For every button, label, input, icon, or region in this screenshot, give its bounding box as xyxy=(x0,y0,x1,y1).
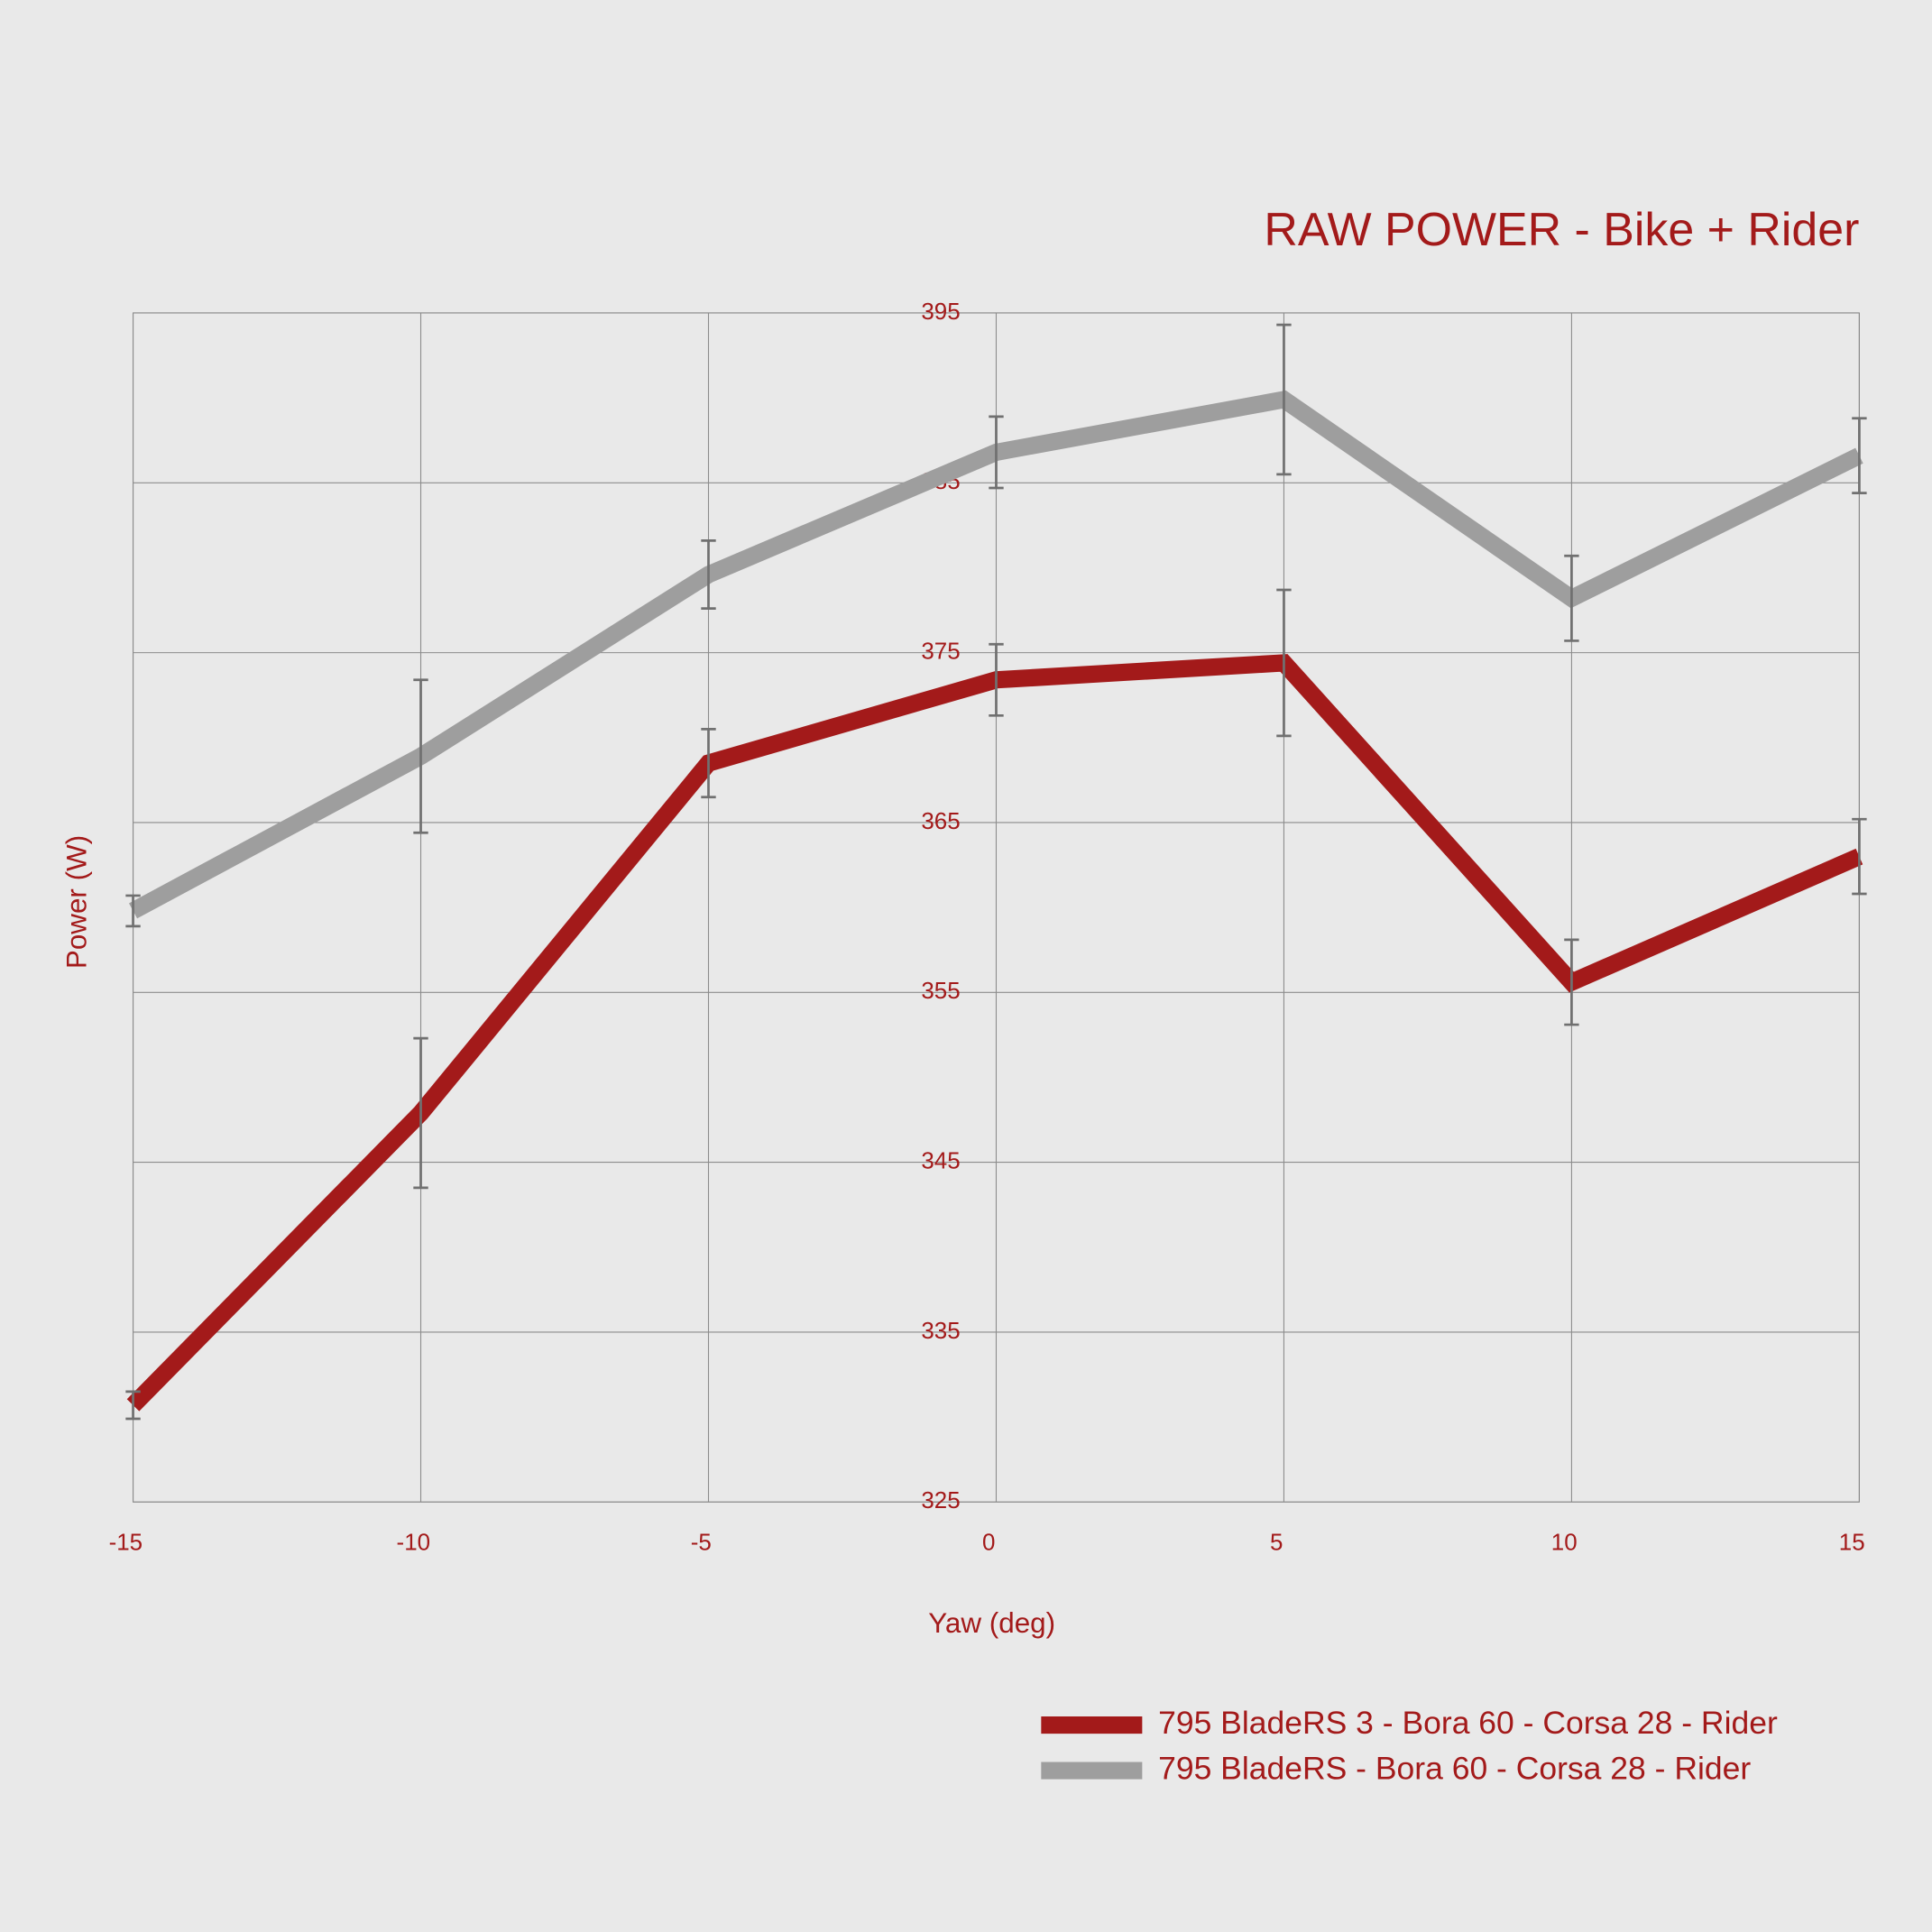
legend-label: 795 BladeRS - Bora 60 - Corsa 28 - Rider xyxy=(1158,1750,1751,1786)
x-tick-label: -15 xyxy=(109,1531,143,1556)
x-tick-label: 15 xyxy=(1839,1531,1865,1556)
legend-label: 795 BladeRS 3 - Bora 60 - Corsa 28 - Rid… xyxy=(1158,1705,1778,1741)
y-tick-label: 335 xyxy=(921,1319,960,1344)
error-bar xyxy=(413,1036,428,1190)
error-bar xyxy=(989,415,1004,490)
error-bar xyxy=(1852,417,1867,494)
error-bar xyxy=(1852,817,1867,896)
x-tick-label: 5 xyxy=(1270,1531,1283,1556)
y-tick-label: 375 xyxy=(921,639,960,664)
error-bar xyxy=(989,642,1004,717)
x-tick-label: 0 xyxy=(982,1531,995,1556)
x-tick-label: -10 xyxy=(397,1531,431,1556)
error-bar xyxy=(413,678,428,834)
error-bar xyxy=(1564,554,1579,642)
y-tick-label: 345 xyxy=(921,1148,960,1173)
error-bar xyxy=(1276,588,1292,738)
chart-title: RAW POWER - Bike + Rider xyxy=(1264,204,1859,256)
y-tick-label: 355 xyxy=(921,979,960,1004)
error-bar xyxy=(1276,323,1292,476)
x-axis-label: Yaw (deg) xyxy=(928,1607,1055,1639)
x-tick-label: 10 xyxy=(1551,1531,1578,1556)
error-bar xyxy=(1564,938,1579,1026)
y-tick-label: 325 xyxy=(921,1488,960,1513)
error-bar xyxy=(125,1390,141,1421)
error-bar xyxy=(701,728,716,799)
y-tick-label: 365 xyxy=(921,809,960,834)
error-bar xyxy=(701,538,716,611)
y-tick-label: 395 xyxy=(921,299,960,325)
x-tick-label: -5 xyxy=(691,1531,712,1556)
error-bar xyxy=(125,894,141,928)
y-axis-label: Power (W) xyxy=(61,835,93,969)
